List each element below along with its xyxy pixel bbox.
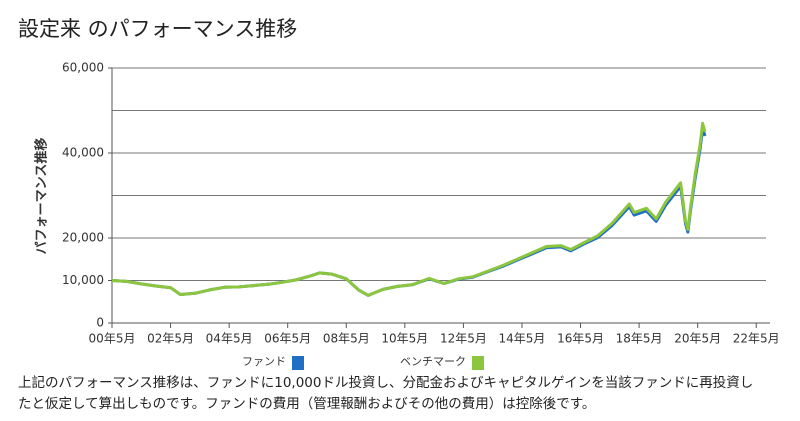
x-tick-label: 18年5月 [616, 332, 663, 346]
x-tick-label: 02年5月 [147, 332, 194, 346]
x-tick-label: 20年5月 [674, 332, 721, 346]
legend-label: ベンチマーク [400, 355, 466, 368]
x-tick-label: 10年5月 [381, 332, 428, 346]
y-axis-label: パフォーマンス推移 [34, 138, 50, 255]
legend-label: ファンド [242, 355, 286, 368]
x-tick-label: 06年5月 [264, 332, 311, 346]
x-tick-label: 22年5月 [733, 332, 780, 346]
x-tick-label: 08年5月 [323, 332, 370, 346]
x-tick-label: 04年5月 [206, 332, 253, 346]
x-tick-label: 00年5月 [89, 332, 136, 346]
y-tick-label: 40,000 [62, 146, 104, 160]
x-tick-label: 14年5月 [499, 332, 546, 346]
x-tick-label: 12年5月 [440, 332, 487, 346]
y-tick-label: 10,000 [62, 273, 104, 287]
y-tick-label: 0 [96, 316, 104, 330]
x-tick-label: 16年5月 [557, 332, 604, 346]
legend-swatch [472, 356, 484, 370]
series-line [111, 121, 707, 297]
footnote: 上記のパフォーマンス推移は、ファンドに10,000ドル投資し、分配金およびキャピ… [18, 374, 753, 391]
y-tick-label: 20,000 [62, 231, 104, 245]
legend-swatch [292, 356, 304, 370]
chart-title: 設定来 のパフォーマンス推移 [18, 17, 297, 41]
y-tick-label: 60,000 [62, 61, 104, 75]
footnote: たと仮定して算出しものです。ファンドの費用（管理報酬およびその他の費用）は控除後… [18, 396, 595, 412]
